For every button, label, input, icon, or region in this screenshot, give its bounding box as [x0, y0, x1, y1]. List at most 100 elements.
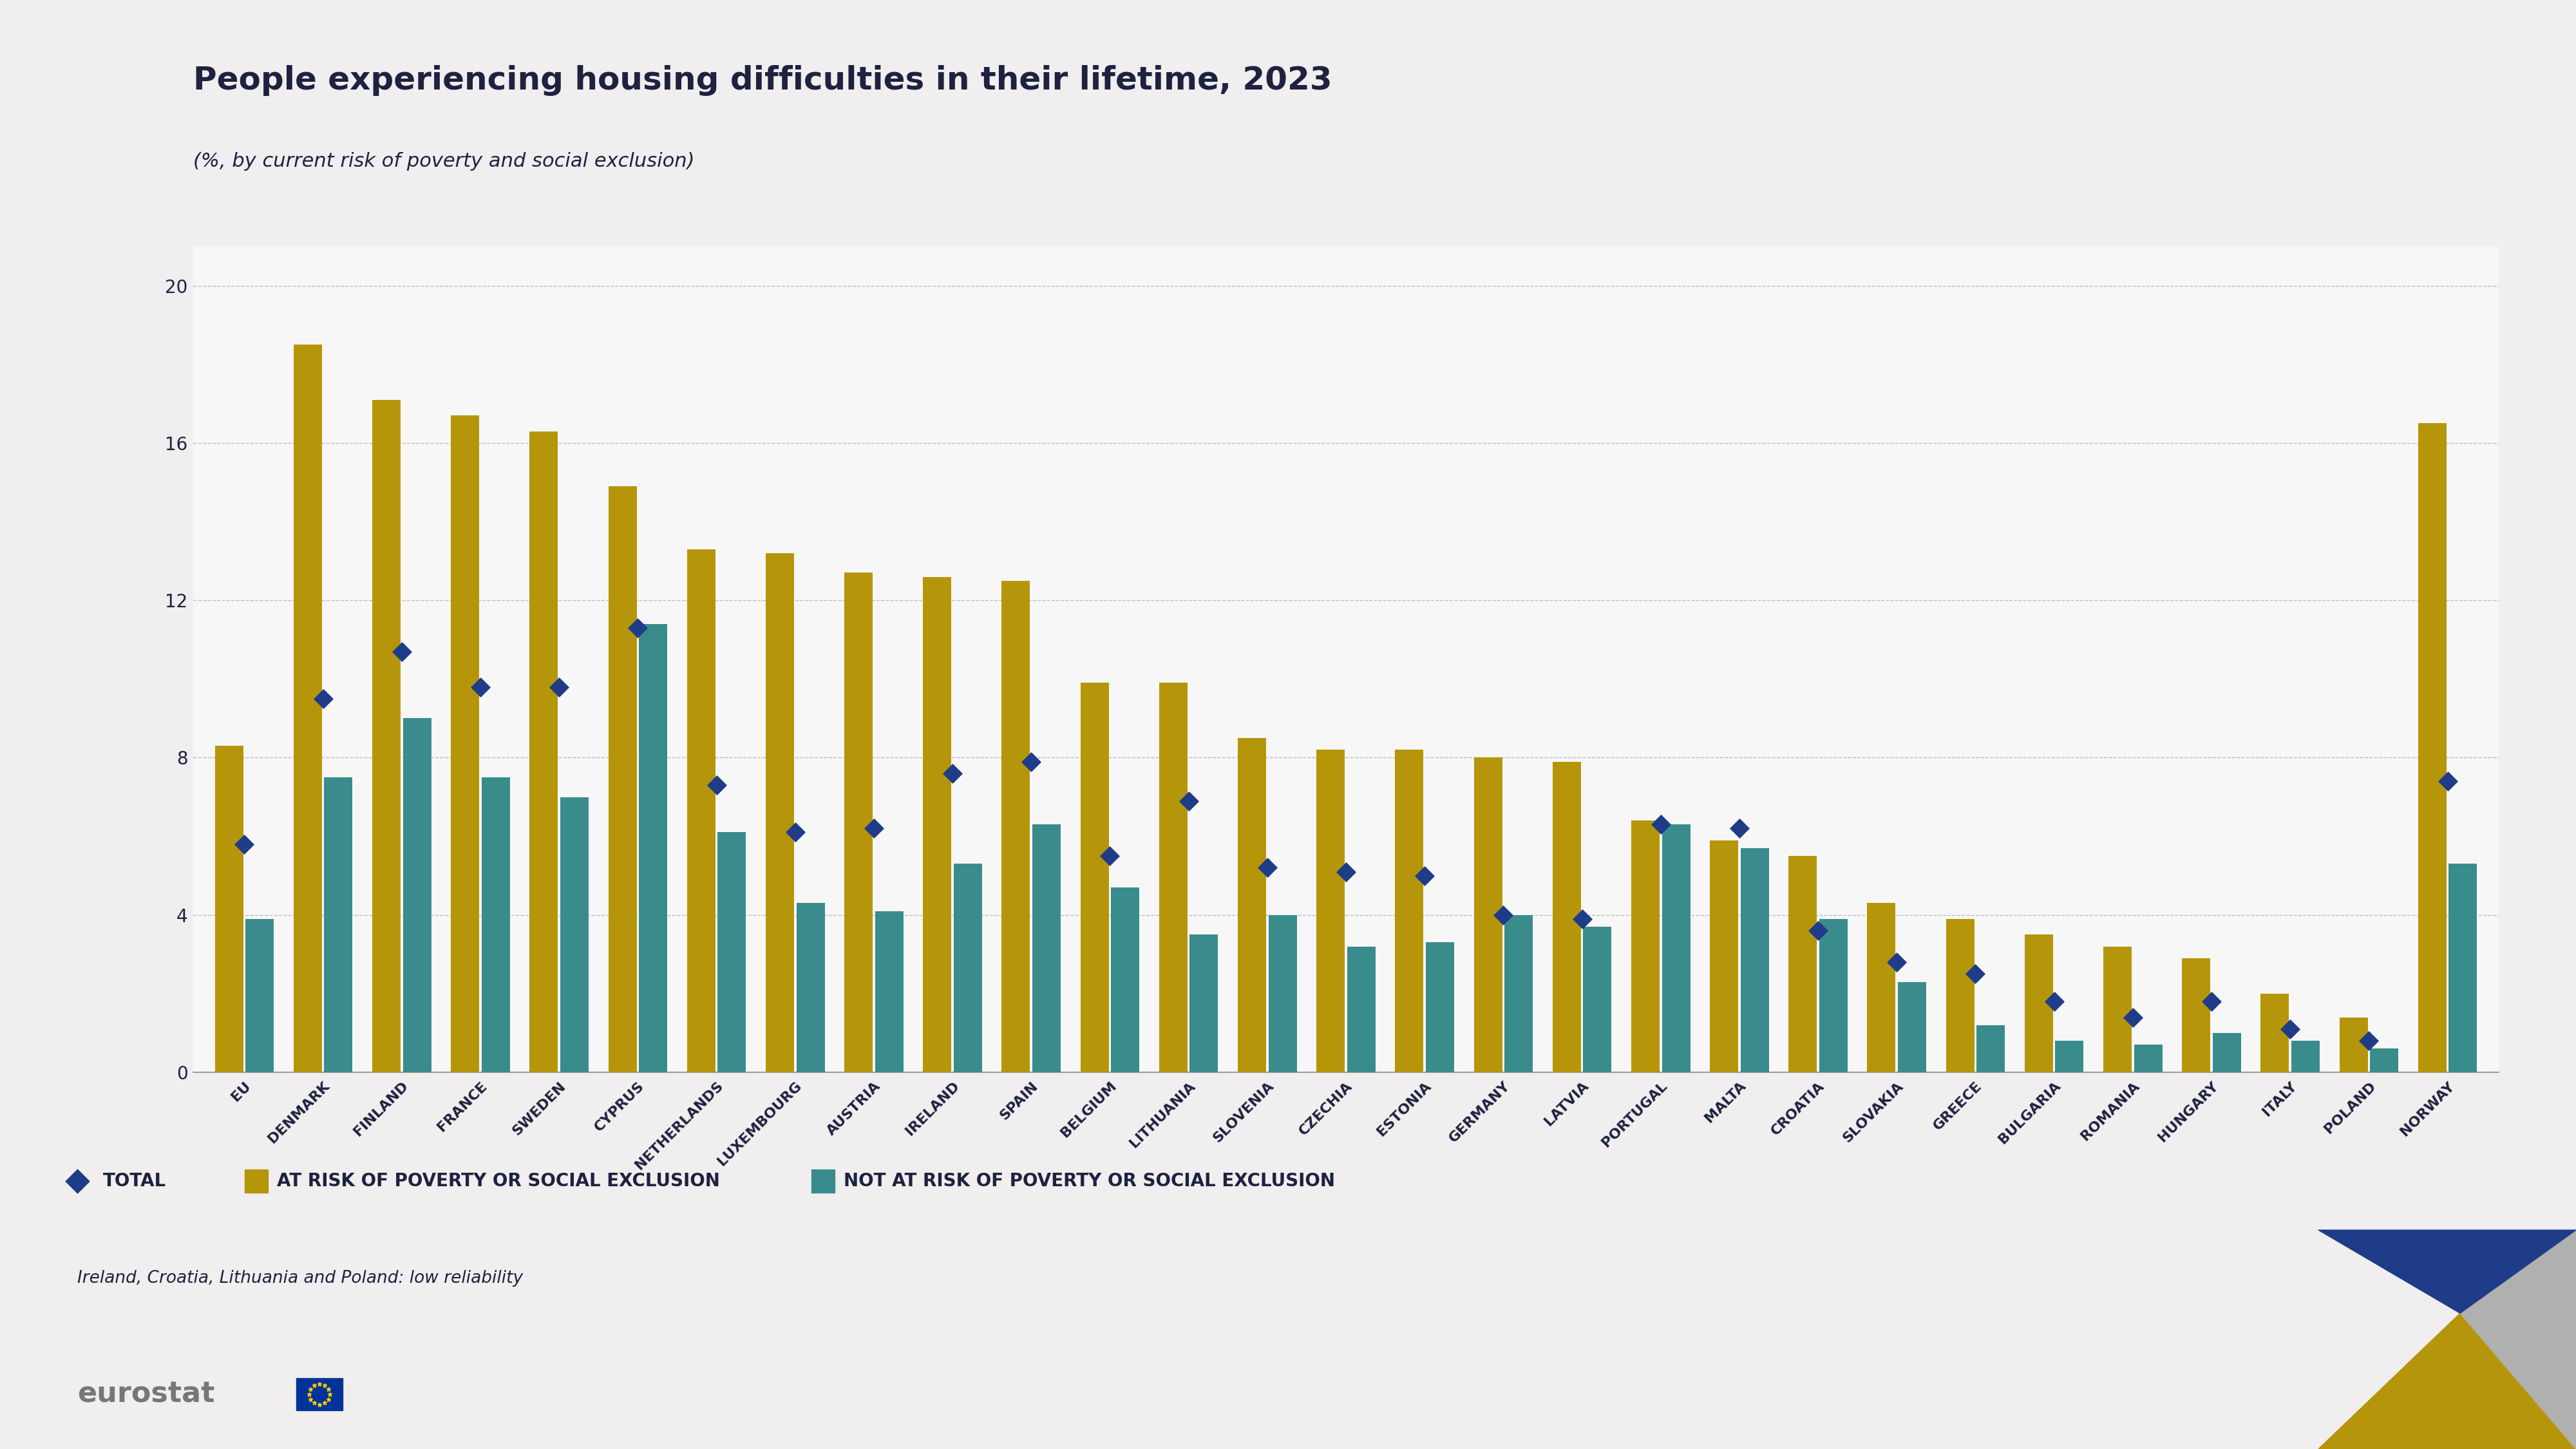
Bar — [451, 416, 479, 1072]
Bar — [2419, 423, 2447, 1072]
Bar — [1553, 762, 1582, 1072]
Point — [2032, 990, 2074, 1013]
Bar — [325, 777, 353, 1072]
Bar — [1002, 581, 1030, 1072]
Bar — [1033, 824, 1061, 1072]
Text: NOT AT RISK OF POVERTY OR SOCIAL EXCLUSION: NOT AT RISK OF POVERTY OR SOCIAL EXCLUSI… — [845, 1172, 1334, 1190]
Point — [2269, 1017, 2311, 1040]
Bar — [719, 832, 747, 1072]
Text: (%, by current risk of poverty and social exclusion): (%, by current risk of poverty and socia… — [193, 152, 696, 171]
Bar — [765, 554, 793, 1072]
Bar — [2182, 958, 2210, 1072]
Bar — [953, 864, 981, 1072]
Bar — [1945, 919, 1973, 1072]
Point — [1090, 845, 1131, 868]
Bar — [2133, 1045, 2161, 1072]
Point — [538, 675, 580, 698]
Point — [1875, 951, 1917, 974]
Point — [775, 820, 817, 843]
Bar — [688, 549, 716, 1072]
Bar — [1662, 824, 1690, 1072]
Polygon shape — [2460, 1230, 2576, 1449]
Polygon shape — [2318, 1230, 2576, 1313]
Bar — [2262, 994, 2290, 1072]
Point — [1010, 751, 1051, 774]
Bar — [1504, 914, 1533, 1072]
Bar — [876, 911, 904, 1072]
Point — [2112, 1006, 2154, 1029]
Bar — [1788, 856, 1816, 1072]
Point — [2349, 1029, 2391, 1052]
Point — [618, 616, 659, 639]
Point — [301, 687, 343, 710]
Bar — [1079, 682, 1108, 1072]
Bar — [371, 400, 399, 1072]
Bar — [1190, 935, 1218, 1072]
Bar — [402, 719, 430, 1072]
Bar — [1819, 919, 1847, 1072]
Point — [381, 640, 422, 664]
Bar — [845, 572, 873, 1072]
Point — [57, 1169, 98, 1193]
Bar — [1868, 903, 1896, 1072]
Bar — [294, 345, 322, 1072]
Bar — [482, 777, 510, 1072]
Bar — [1473, 758, 1502, 1072]
Text: Ireland, Croatia, Lithuania and Poland: low reliability: Ireland, Croatia, Lithuania and Poland: … — [77, 1269, 523, 1287]
Bar — [1347, 946, 1376, 1072]
Point — [1484, 903, 1525, 926]
Bar — [2025, 935, 2053, 1072]
Bar — [531, 432, 559, 1072]
Bar — [639, 625, 667, 1072]
Bar — [1110, 887, 1139, 1072]
Bar — [2339, 1017, 2367, 1072]
Point — [224, 833, 265, 856]
Point — [1247, 856, 1288, 880]
Bar — [245, 1169, 268, 1193]
Bar — [1899, 982, 1927, 1072]
Bar — [1741, 848, 1770, 1072]
Point — [2192, 990, 2233, 1013]
Bar — [1396, 749, 1425, 1072]
Bar — [2105, 946, 2133, 1072]
Point — [696, 774, 737, 797]
Bar — [2450, 864, 2478, 1072]
Point — [1718, 817, 1759, 840]
Point — [853, 817, 894, 840]
Bar — [1427, 942, 1455, 1072]
Text: AT RISK OF POVERTY OR SOCIAL EXCLUSION: AT RISK OF POVERTY OR SOCIAL EXCLUSION — [278, 1172, 719, 1190]
Point — [1561, 907, 1602, 930]
Text: eurostat: eurostat — [77, 1379, 214, 1408]
Point — [1404, 864, 1445, 887]
Bar — [1710, 840, 1739, 1072]
Bar — [2293, 1040, 2321, 1072]
Bar — [608, 487, 636, 1072]
Bar — [796, 903, 824, 1072]
Point — [933, 762, 974, 785]
Bar — [1976, 1024, 2004, 1072]
Text: People experiencing housing difficulties in their lifetime, 2023: People experiencing housing difficulties… — [193, 65, 1332, 96]
Bar — [1316, 749, 1345, 1072]
Bar — [214, 746, 242, 1072]
Bar — [1631, 820, 1659, 1072]
Point — [1167, 790, 1208, 813]
Point — [1324, 861, 1365, 884]
Polygon shape — [2318, 1313, 2576, 1449]
Bar — [922, 577, 951, 1072]
Point — [459, 675, 500, 698]
Bar — [1267, 914, 1296, 1072]
Bar — [296, 1378, 343, 1410]
Point — [2427, 769, 2468, 793]
Bar — [1584, 927, 1613, 1072]
Point — [1955, 962, 1996, 985]
Text: TOTAL: TOTAL — [103, 1172, 167, 1190]
Bar — [811, 1169, 835, 1193]
Point — [1641, 813, 1682, 836]
Bar — [559, 797, 587, 1072]
Bar — [1236, 738, 1265, 1072]
Bar — [245, 919, 273, 1072]
Bar — [2370, 1049, 2398, 1072]
Bar — [1159, 682, 1188, 1072]
Point — [1798, 919, 1839, 942]
Bar — [2213, 1033, 2241, 1072]
